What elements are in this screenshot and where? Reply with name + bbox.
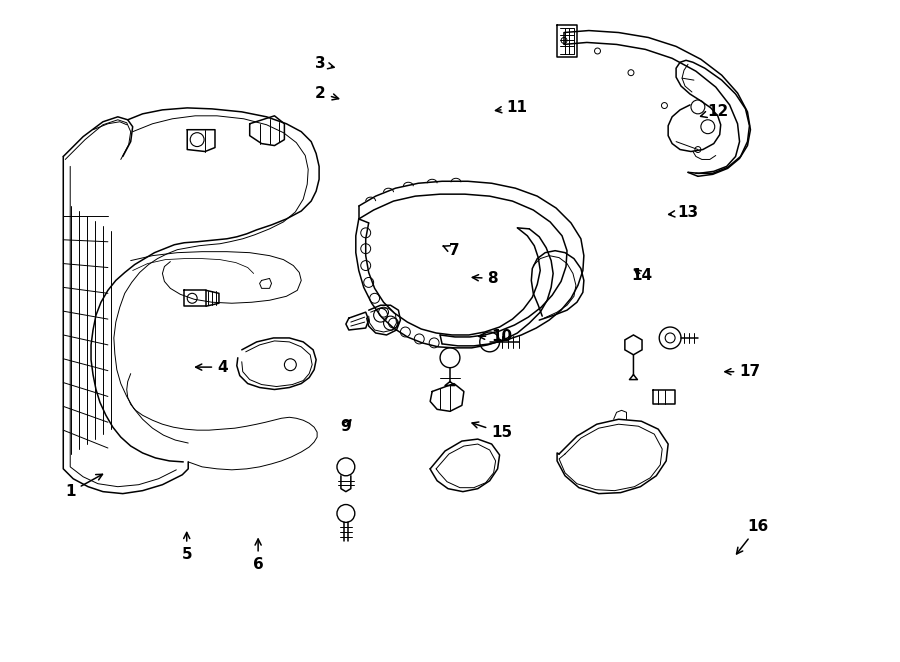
Text: 6: 6	[253, 539, 264, 571]
Text: 10: 10	[479, 329, 512, 344]
Text: 12: 12	[700, 103, 728, 118]
Text: 16: 16	[736, 519, 769, 554]
Text: 13: 13	[669, 205, 698, 220]
Text: 5: 5	[182, 532, 192, 561]
Text: 3: 3	[315, 56, 334, 71]
Text: 15: 15	[472, 422, 512, 440]
Text: 4: 4	[195, 359, 228, 375]
Text: 2: 2	[315, 86, 338, 101]
Text: 17: 17	[724, 364, 760, 379]
Text: 14: 14	[631, 267, 652, 283]
Text: 8: 8	[472, 271, 498, 286]
Text: 11: 11	[496, 101, 527, 115]
Text: 9: 9	[340, 418, 351, 434]
Text: 7: 7	[443, 244, 460, 258]
Text: 1: 1	[66, 474, 103, 499]
